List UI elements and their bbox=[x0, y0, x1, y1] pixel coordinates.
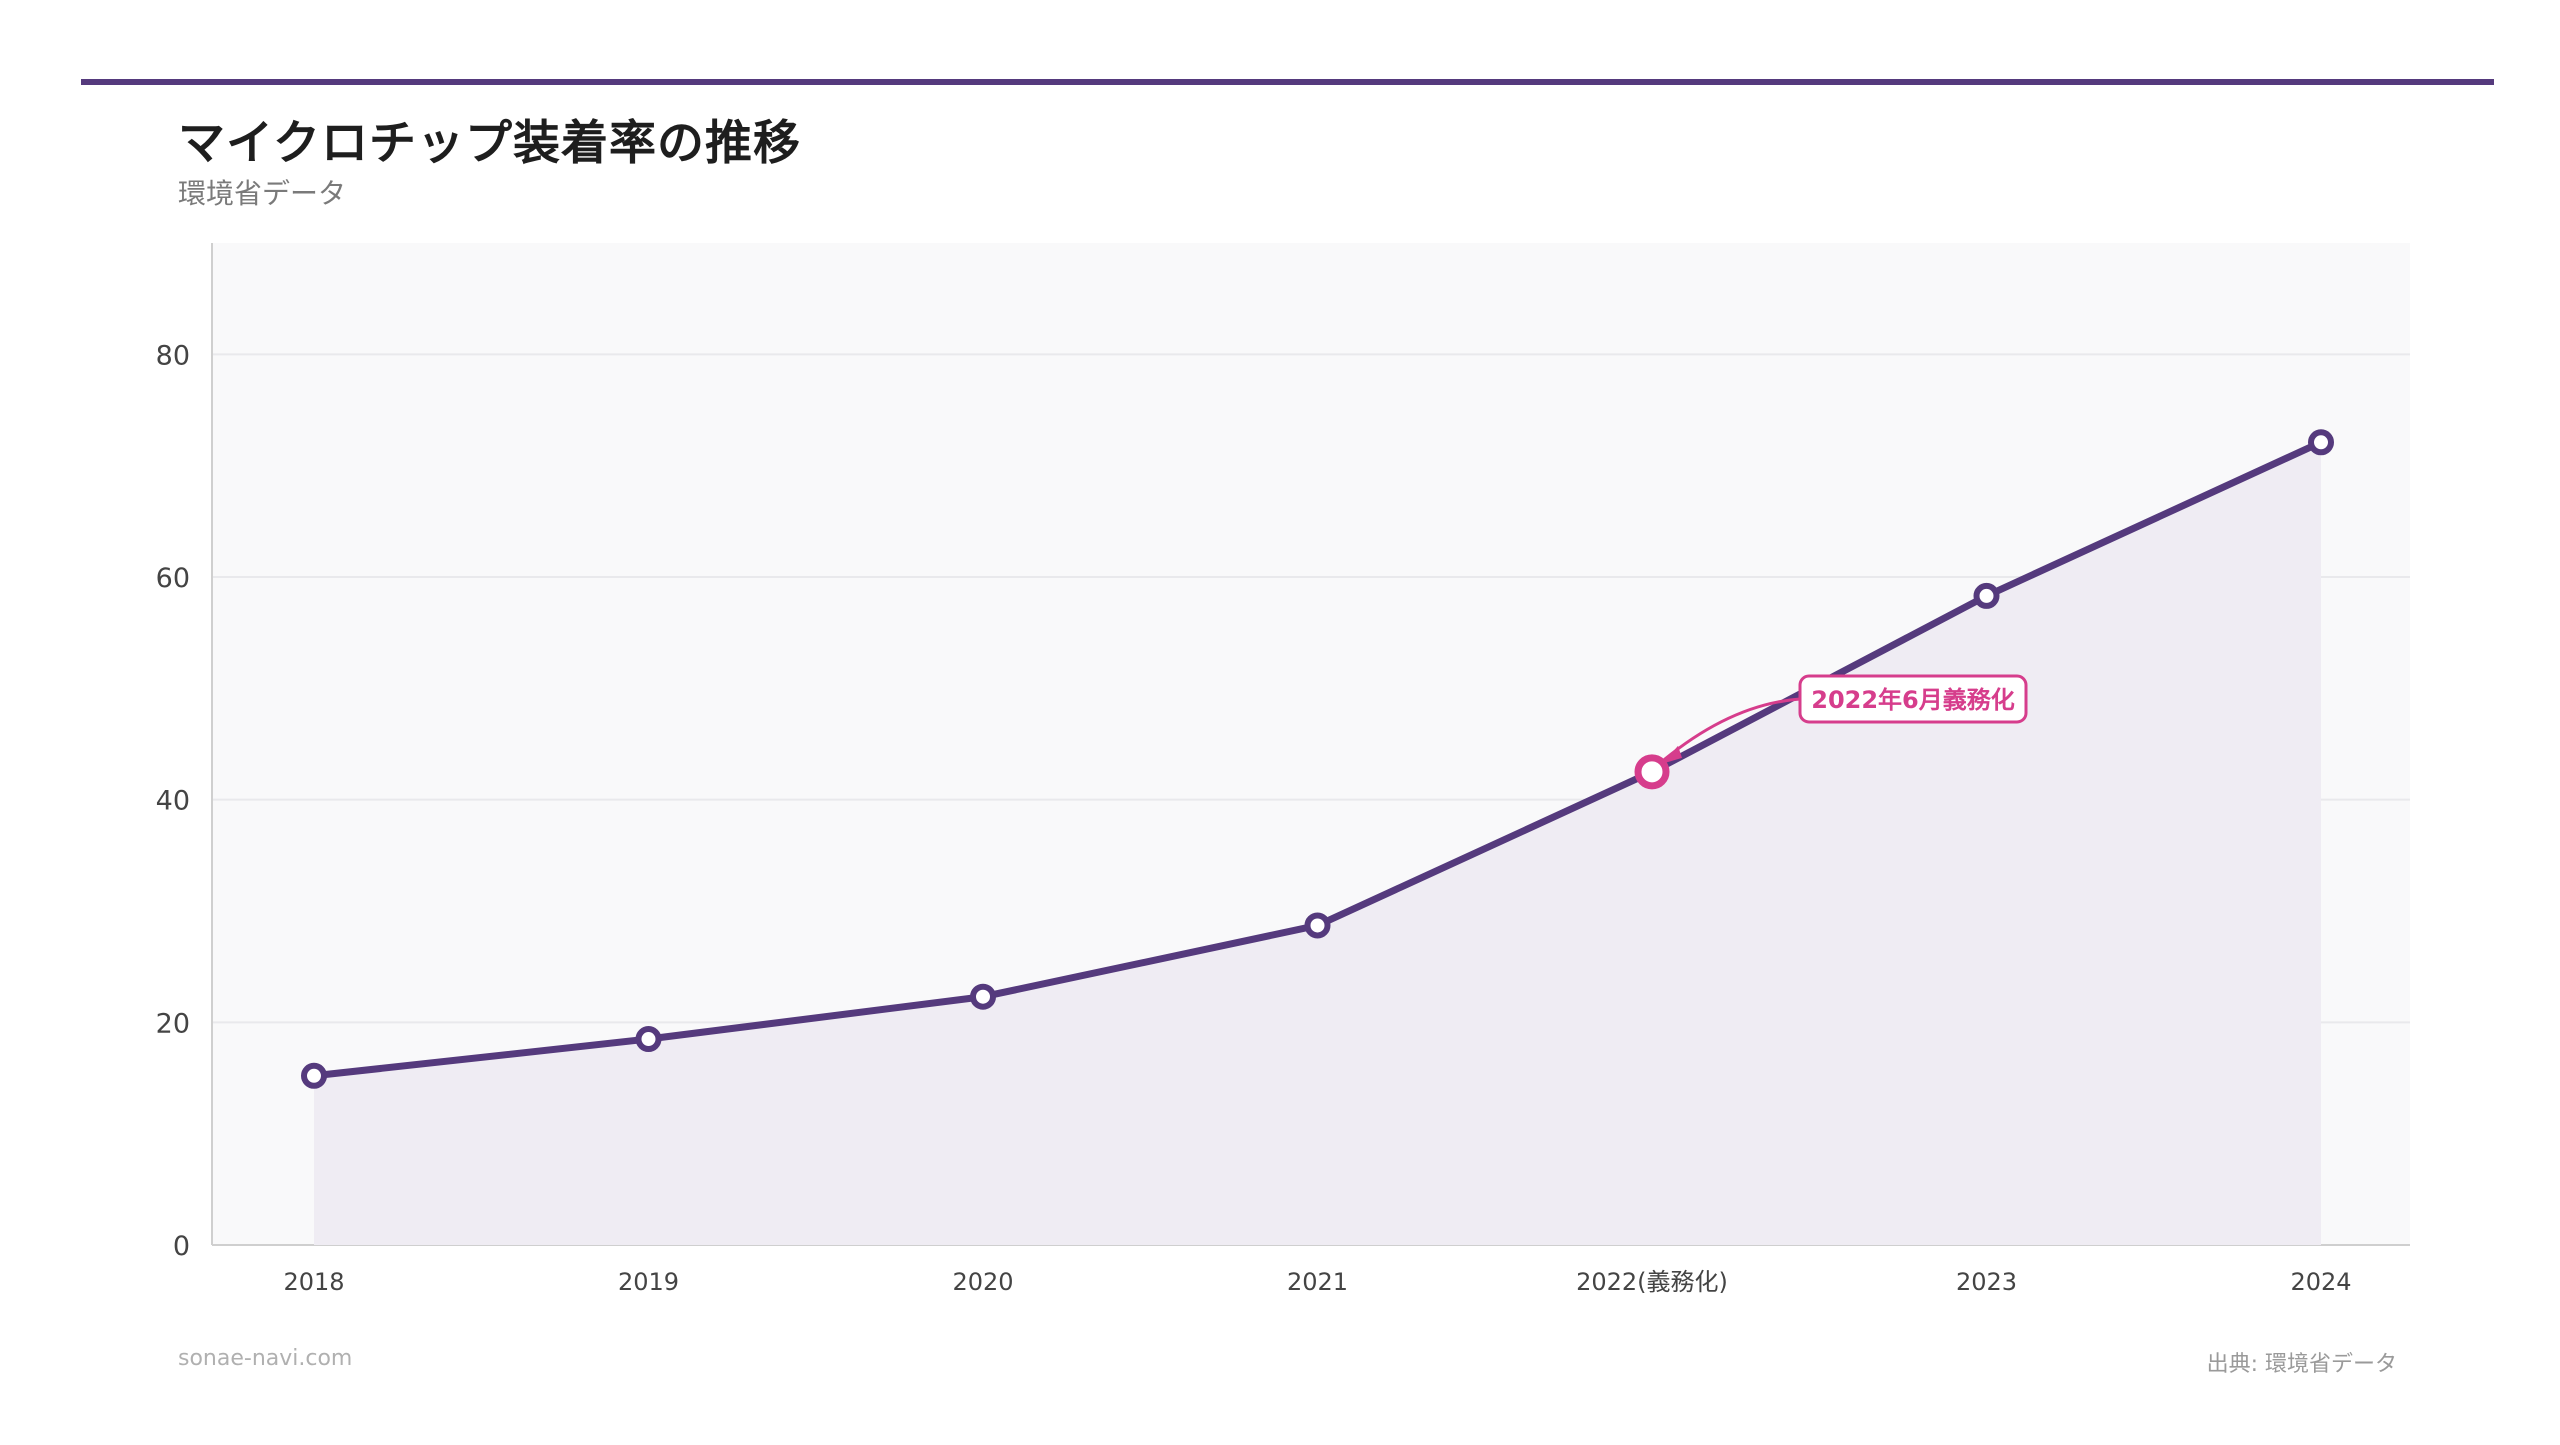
y-tick-label-20: 20 bbox=[156, 1008, 190, 1039]
series-area bbox=[314, 442, 2321, 1246]
chart-title: マイクロチップ装着率の推移 bbox=[178, 116, 802, 171]
area-layer bbox=[314, 442, 2321, 1246]
x-tick-label-5: 2023 bbox=[1956, 1268, 2017, 1296]
annotation-connector bbox=[1663, 697, 1801, 761]
tick-labels: 0 20 40 60 80 2018 2019 2020 2021 2022(義務化) 2023 20… bbox=[156, 340, 2352, 1296]
x-tick-label-0: 2018 bbox=[283, 1268, 344, 1296]
y-tick-label-80: 80 bbox=[156, 340, 190, 371]
data-point-highlight bbox=[1634, 754, 1670, 790]
y-tick-label-0: 0 bbox=[173, 1231, 190, 1262]
top-rule bbox=[81, 79, 2494, 85]
data-point-0 bbox=[301, 1062, 327, 1089]
x-tick-label-6: 2024 bbox=[2290, 1268, 2351, 1296]
x-tick-label-1: 2019 bbox=[618, 1268, 679, 1296]
annotation-label: 2022年6月義務化 bbox=[1811, 686, 2015, 714]
x-tick-label-2: 2020 bbox=[952, 1268, 1013, 1296]
footer-site: sonae-navi.com bbox=[178, 1346, 353, 1371]
x-tick-label-4: 2022(義務化) bbox=[1576, 1268, 1728, 1296]
data-points bbox=[301, 429, 2334, 1089]
y-tick-label-40: 40 bbox=[156, 786, 190, 817]
footer-source: 出典: 環境省データ bbox=[2206, 1352, 2397, 1377]
data-point-3 bbox=[1304, 912, 1331, 939]
x-tick-label-3: 2021 bbox=[1287, 1268, 1348, 1296]
data-point-2 bbox=[970, 983, 996, 1010]
annotation-box bbox=[1798, 674, 2028, 724]
chart-subtitle: 環境省データ bbox=[178, 177, 347, 210]
data-point-1 bbox=[635, 1026, 662, 1053]
annotation-arrowhead bbox=[1662, 745, 1682, 764]
data-point-6 bbox=[2308, 429, 2334, 456]
annotation: 2022年6月義務化 bbox=[1662, 674, 2028, 764]
y-tick-label-60: 60 bbox=[156, 563, 190, 594]
data-point-5 bbox=[1973, 582, 2000, 609]
